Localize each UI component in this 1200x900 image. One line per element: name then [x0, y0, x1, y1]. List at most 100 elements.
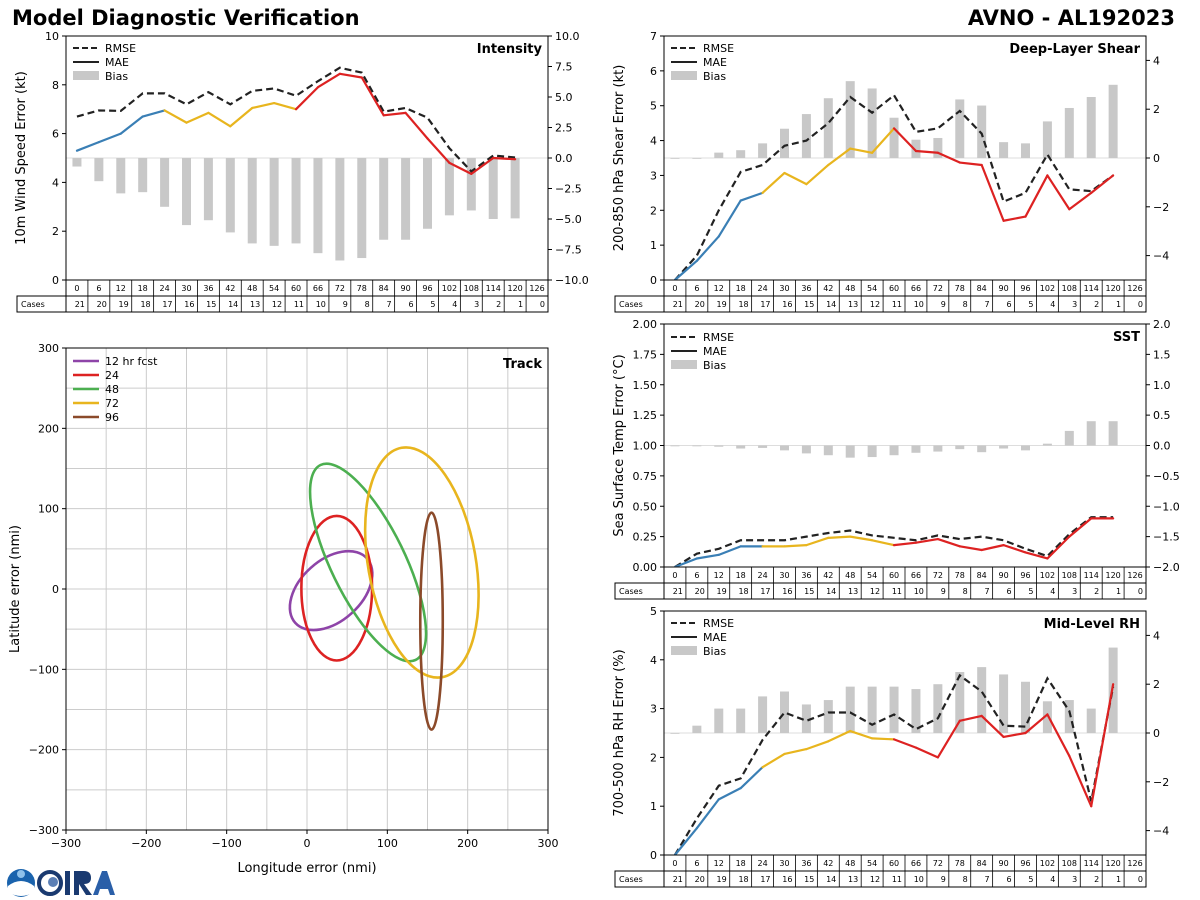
- sst-case-count: 6: [1006, 587, 1011, 596]
- sst-y2-tick-label: 2.0: [1153, 318, 1171, 331]
- intensity-mae-segment: [294, 86, 320, 111]
- intensity-hour-label: 72: [335, 284, 345, 293]
- intensity-y-axis-label: 10m Wind Speed Error (kt): [14, 71, 29, 245]
- intensity-y-tick-label: 6: [52, 128, 59, 141]
- sst-bias-bar: [889, 445, 899, 456]
- track-y-tick-label: 300: [38, 342, 59, 355]
- rh-case-count: 16: [782, 875, 792, 884]
- shear-legend-bias-swatch: [671, 71, 697, 80]
- sst-y2-tick-label: 0.5: [1153, 409, 1171, 422]
- track-x-tick-label: 100: [377, 837, 398, 850]
- sst-mae-segment: [827, 535, 852, 539]
- rh-hour-label: 48: [845, 859, 855, 868]
- rh-y2-tick-label: 0: [1153, 727, 1160, 740]
- sst-hour-label: 42: [823, 571, 833, 580]
- shear-hour-label: 12: [714, 284, 724, 293]
- track-legend-label: 12 hr fcst: [105, 355, 158, 368]
- rh-bias-bar: [736, 708, 746, 733]
- intensity-hour-label: 108: [464, 284, 479, 293]
- track-error-ellipse: [300, 514, 374, 662]
- shear-hour-label: 90: [998, 284, 1008, 293]
- sst-bias-bar: [780, 445, 789, 451]
- shear-bias-bar: [867, 88, 877, 158]
- model-storm-label: AVNO - AL192023: [967, 6, 1175, 30]
- rh-hour-label: 96: [1020, 859, 1030, 868]
- rh-case-count: 18: [738, 875, 748, 884]
- intensity-hour-label: 96: [422, 284, 432, 293]
- shear-case-count: 17: [760, 300, 770, 309]
- shear-cases-label: Cases: [619, 300, 643, 309]
- intensity-bias-bar: [225, 158, 235, 233]
- shear-hour-label: 18: [736, 284, 746, 293]
- intensity-y-tick-label: 4: [52, 176, 59, 189]
- sst-y-tick-label: 1.00: [633, 440, 658, 453]
- intensity-hour-label: 78: [357, 284, 367, 293]
- shear-hour-label: 96: [1020, 284, 1030, 293]
- track-y-tick-label: 0: [52, 583, 59, 596]
- intensity-y-tick-label: 10: [45, 30, 59, 43]
- shear-mae-segment: [783, 171, 808, 186]
- intensity-mae-segment: [404, 111, 429, 140]
- shear-mae-segment: [1046, 174, 1071, 211]
- track-x-tick-label: −100: [212, 837, 242, 850]
- intensity-mae-segment: [251, 101, 276, 110]
- shear-case-count: 19: [717, 300, 727, 309]
- intensity-hour-label: 0: [74, 284, 79, 293]
- shear-bias-bar: [1086, 97, 1096, 158]
- sst-bias-bar: [845, 445, 855, 458]
- rh-legend-bias-swatch: [671, 646, 697, 655]
- intensity-y-tick-label: 2: [52, 225, 59, 238]
- intensity-bias-bar: [357, 158, 367, 259]
- track-x-tick-label: 200: [457, 837, 478, 850]
- shear-bias-bar: [955, 99, 965, 158]
- intensity-bias-bar: [291, 158, 301, 244]
- shear-y-axis-label: 200-850 hPa Shear Error (kt): [612, 65, 627, 252]
- shear-mae-segment: [871, 127, 896, 154]
- rh-mae-segment: [849, 729, 874, 740]
- intensity-mae-segment: [338, 72, 363, 79]
- shear-bias-bar: [758, 143, 768, 158]
- intensity-mae-segment: [382, 111, 407, 117]
- cira-logo-r: [74, 871, 92, 895]
- sst-case-count: 7: [985, 587, 990, 596]
- sst-y-tick-label: 1.75: [633, 348, 658, 361]
- sst-bias-bar: [670, 445, 680, 447]
- shear-case-count: 18: [738, 300, 748, 309]
- rh-case-count: 20: [695, 875, 705, 884]
- sst-mae-segment: [980, 544, 1005, 552]
- rh-bias-bar: [1042, 701, 1052, 733]
- shear-case-count: 5: [1028, 300, 1033, 309]
- shear-y2-tick-label: −4: [1153, 250, 1169, 263]
- rh-y2-tick-label: −4: [1153, 825, 1169, 838]
- rh-y-tick-label: 0: [650, 849, 657, 862]
- intensity-bias-bar: [444, 158, 454, 216]
- rh-hour-label: 72: [933, 859, 943, 868]
- intensity-mae-segment: [185, 111, 210, 124]
- rh-bias-bar: [867, 686, 877, 733]
- sst-bias-bar: [801, 445, 811, 454]
- sst-y-tick-label: 1.50: [633, 379, 658, 392]
- rh-y-tick-label: 2: [650, 751, 657, 764]
- intensity-y-tick-label: 0: [52, 274, 59, 287]
- rh-hour-label: 42: [823, 859, 833, 868]
- sst-mae-segment: [717, 545, 742, 556]
- sst-y2-tick-label: −1.0: [1153, 500, 1180, 513]
- rh-mae-segment: [717, 787, 742, 801]
- intensity-hour-label: 36: [203, 284, 213, 293]
- rh-hour-label: 12: [714, 859, 724, 868]
- sst-bias-bar: [1042, 443, 1052, 446]
- noaa-logo-wave: [8, 881, 34, 896]
- shear-mae-segment: [849, 147, 874, 154]
- rh-mae-segment: [1090, 683, 1115, 808]
- rh-mae-segment: [914, 746, 939, 759]
- shear-panel-title: Deep-Layer Shear: [1009, 42, 1140, 57]
- track-y-tick-label: −100: [29, 663, 59, 676]
- sst-mae-segment: [1068, 517, 1093, 538]
- intensity-mae-segment: [426, 137, 451, 164]
- intensity-case-count: 9: [343, 300, 348, 309]
- rh-bias-bar: [845, 686, 855, 733]
- sst-mae-segment: [871, 539, 896, 547]
- rh-hour-label: 78: [955, 859, 965, 868]
- shear-hour-label: 126: [1127, 284, 1142, 293]
